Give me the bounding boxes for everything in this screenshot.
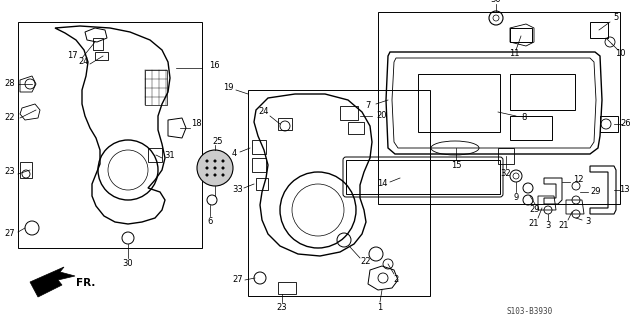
Text: 4: 4 [231,149,237,158]
Circle shape [222,174,224,176]
Text: 31: 31 [164,151,175,161]
Polygon shape [30,267,75,297]
Text: 6: 6 [207,218,213,227]
Text: 1: 1 [377,303,382,313]
Text: FR.: FR. [76,278,95,288]
Text: 22: 22 [361,258,371,267]
Text: 26: 26 [621,119,630,129]
Text: 21: 21 [559,221,570,230]
Text: 9: 9 [513,194,518,203]
Text: 32: 32 [501,170,512,179]
Text: 23: 23 [4,167,15,177]
Text: 33: 33 [232,186,243,195]
Text: 24: 24 [79,58,89,67]
Circle shape [214,174,216,176]
Text: S103-B3930: S103-B3930 [507,308,553,316]
Text: 27: 27 [232,276,243,284]
Text: 24: 24 [259,108,269,116]
Circle shape [206,160,208,162]
Text: 3: 3 [585,218,591,227]
Text: 22: 22 [5,114,15,123]
Text: 12: 12 [573,175,583,185]
Text: 19: 19 [223,84,233,92]
Text: 7: 7 [365,101,370,110]
Circle shape [222,167,224,169]
Text: 23: 23 [277,303,287,313]
Text: 28: 28 [4,79,15,89]
Text: 29: 29 [591,188,601,196]
Circle shape [197,150,233,186]
Text: 30: 30 [123,260,134,268]
Text: 14: 14 [377,180,387,188]
Text: 18: 18 [191,119,202,129]
Circle shape [214,167,216,169]
Text: 25: 25 [213,138,223,147]
Text: 5: 5 [614,13,619,22]
Text: 29: 29 [530,205,541,214]
Text: 30: 30 [491,0,501,4]
Text: 17: 17 [67,51,77,60]
Text: 10: 10 [615,50,625,59]
Circle shape [214,160,216,162]
Text: 15: 15 [450,162,461,171]
Text: 2: 2 [393,276,399,284]
Text: 13: 13 [619,186,629,195]
Text: 11: 11 [509,50,519,59]
Text: 3: 3 [546,221,551,230]
Circle shape [222,160,224,162]
Text: 20: 20 [377,111,387,121]
Circle shape [206,167,208,169]
Text: 21: 21 [529,220,539,228]
Text: 27: 27 [4,229,15,238]
Circle shape [206,174,208,176]
Text: 8: 8 [521,114,527,123]
Text: 16: 16 [209,61,219,70]
